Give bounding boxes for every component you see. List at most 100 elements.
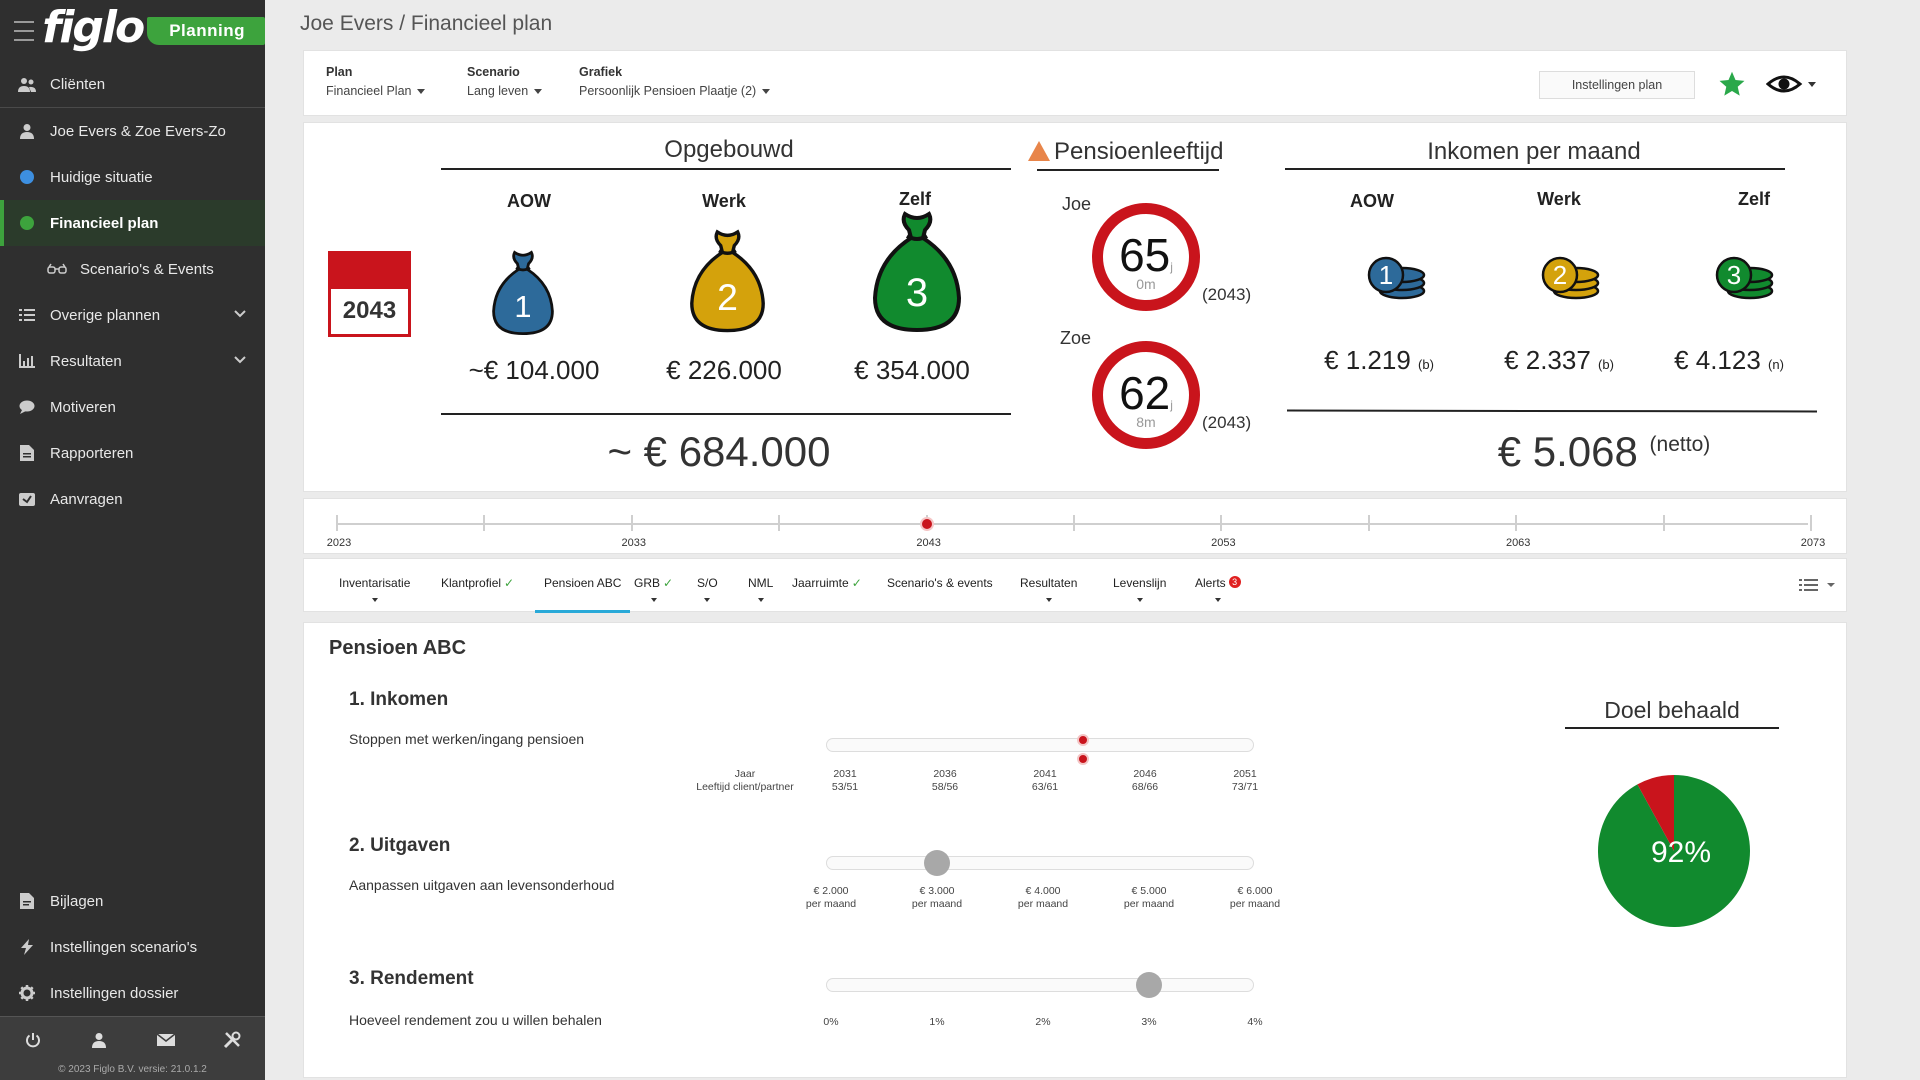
grafiek-selector[interactable]: Grafiek Persoonlijk Pensioen Plaatje (2) xyxy=(579,65,771,98)
inkomen-total: € 5.068 (netto) xyxy=(1497,428,1711,475)
tab-alerts[interactable]: Alerts 3 xyxy=(1195,576,1241,602)
chart-icon xyxy=(16,352,38,370)
inkomen-heading: 1. Inkomen xyxy=(349,689,449,710)
rendement-tick-label: 4% xyxy=(1247,1016,1263,1028)
mail-icon[interactable] xyxy=(154,1028,178,1052)
sidebar-item-motiveren[interactable]: Motiveren xyxy=(0,384,265,430)
rendement-tick-label: 0% xyxy=(823,1016,839,1028)
uitgaven-heading: 2. Uitgaven xyxy=(349,835,451,856)
hamburger-menu-icon[interactable] xyxy=(14,21,35,41)
copyright: © 2023 Figlo B.V. versie: 21.0.1.2 xyxy=(0,1062,265,1080)
tab-pensioen-abc[interactable]: Pensioen ABC xyxy=(534,576,631,613)
caret-down-icon xyxy=(762,89,771,95)
chevron-down-icon[interactable] xyxy=(233,352,247,369)
year-timeline[interactable]: 2023 2033 2043 2053 2063 2073 xyxy=(303,498,1847,554)
rendement-slider-handle[interactable] xyxy=(1136,972,1162,998)
age-months: 8m xyxy=(1136,414,1156,430)
tab-jaarruimte[interactable]: Jaarruimte ✓ xyxy=(792,576,862,590)
grafiek-dropdown[interactable]: Persoonlijk Pensioen Plaatje (2) xyxy=(579,84,771,98)
tab-inventarisatie[interactable]: Inventarisatie xyxy=(339,576,410,602)
uitgaven-tick-label: € 2.000 per maand xyxy=(805,885,857,910)
uitgaven-slider-handle[interactable] xyxy=(924,850,950,876)
power-icon[interactable] xyxy=(21,1028,45,1052)
inkomen-werk-label: Werk xyxy=(1537,189,1581,209)
timeline-year-label[interactable]: 2063 xyxy=(1505,537,1531,549)
warning-triangle-icon[interactable] xyxy=(1027,140,1051,167)
person-joe-year: (2043) xyxy=(1202,285,1252,304)
eye-visibility-icon[interactable] xyxy=(1765,72,1818,101)
tools-icon[interactable] xyxy=(220,1028,244,1052)
uitgaven-description: Aanpassen uitgaven aan levensonderhoud xyxy=(349,877,615,893)
sidebar-item-instellingen-scenarios[interactable]: Instellingen scenario's xyxy=(0,924,265,970)
attachment-icon xyxy=(16,892,38,910)
sidebar-header: figlo Planning xyxy=(0,0,265,62)
sidebar-item-label: Bijlagen xyxy=(50,892,104,910)
scenario-selector[interactable]: Scenario Lang leven xyxy=(467,65,543,98)
settings-plan-button[interactable]: Instellingen plan xyxy=(1539,71,1695,99)
sidebar-item-client-dossier[interactable]: Joe Evers & Zoe Evers-Zo xyxy=(0,108,265,154)
opgebouwd-total: ~ € 684.000 xyxy=(607,428,831,475)
sidebar-item-rapporteren[interactable]: Rapporteren xyxy=(0,430,265,476)
plan-dropdown[interactable]: Financieel Plan xyxy=(326,84,426,98)
age-months: 0m xyxy=(1136,276,1156,292)
tab-grb[interactable]: GRB ✓ xyxy=(634,576,673,602)
list-options-icon[interactable] xyxy=(1799,577,1837,598)
plan-selector[interactable]: Plan Financieel Plan xyxy=(326,65,426,98)
opgebouwd-zelf-amount: € 354.000 xyxy=(854,355,970,385)
inkomen-slider-track[interactable] xyxy=(826,738,1254,752)
inkomen-slider-client-handle[interactable] xyxy=(1077,734,1089,746)
timeline-selected-marker[interactable] xyxy=(919,517,934,531)
gear-icon xyxy=(16,984,38,1002)
year-calendar: 2043 xyxy=(328,251,411,337)
timeline-tick xyxy=(483,515,486,531)
calendar-year: 2043 xyxy=(342,297,397,324)
rendement-tick-label: 1% xyxy=(929,1016,945,1028)
sidebar-item-huidige-situatie[interactable]: Huidige situatie xyxy=(0,154,265,200)
inkomen-tick-label: 2046 68/66 xyxy=(1131,768,1159,793)
tab-scenarios-events[interactable]: Scenario's & events xyxy=(887,576,993,590)
sidebar-item-resultaten[interactable]: Resultaten xyxy=(0,338,265,384)
person-zoe-year: (2043) xyxy=(1202,413,1252,432)
tab-nml[interactable]: NML xyxy=(748,576,773,602)
inkomen-description: Stoppen met werken/ingang pensioen xyxy=(349,731,585,747)
rendement-slider-track[interactable] xyxy=(826,978,1254,992)
tab-klantprofiel[interactable]: Klantprofiel ✓ xyxy=(441,576,515,590)
document-icon xyxy=(16,444,38,462)
timeline-year-label[interactable]: 2033 xyxy=(621,537,647,549)
opgebouwd-werk-label: Werk xyxy=(702,191,746,211)
age-years: 65 xyxy=(1119,229,1171,281)
sidebar-item-scenarios-events[interactable]: Scenario's & Events xyxy=(0,246,265,292)
plan-toolbar: Plan Financieel Plan Scenario Lang leven… xyxy=(303,50,1847,116)
tab-levenslijn[interactable]: Levenslijn xyxy=(1113,576,1166,602)
sidebar-item-instellingen-dossier[interactable]: Instellingen dossier xyxy=(0,970,265,1016)
age-sign-zoe: 62j 8m xyxy=(1092,341,1200,449)
timeline-year-label[interactable]: 2023 xyxy=(326,537,352,549)
inkomen-slider-partner-handle[interactable] xyxy=(1077,753,1089,765)
sidebar-item-financieel-plan[interactable]: Financieel plan xyxy=(0,200,265,246)
timeline-year-label[interactable]: 2073 xyxy=(1800,537,1826,549)
scenario-dropdown[interactable]: Lang leven xyxy=(467,84,543,98)
user-icon[interactable] xyxy=(87,1028,111,1052)
sidebar-item-label: Instellingen dossier xyxy=(50,984,179,1002)
uitgaven-slider-track[interactable] xyxy=(826,856,1254,870)
sidebar-footer-toolbar xyxy=(0,1016,265,1062)
timeline-year-label[interactable]: 2053 xyxy=(1211,537,1236,549)
chevron-down-icon[interactable] xyxy=(233,306,247,323)
timeline-tick xyxy=(336,515,338,531)
tab-resultaten[interactable]: Resultaten xyxy=(1020,576,1077,602)
doel-behaald-title: Doel behaald xyxy=(1604,697,1740,723)
inkomen-aow-amount: € 1.219 (b) xyxy=(1324,345,1434,375)
timeline-tick xyxy=(1220,515,1223,531)
sidebar-item-overige-plannen[interactable]: Overige plannen xyxy=(0,292,265,338)
planning-badge: Planning xyxy=(147,17,265,45)
sidebar-item-bijlagen[interactable]: Bijlagen xyxy=(0,878,265,924)
sidebar-item-clienten[interactable]: Cliënten xyxy=(0,62,265,108)
favorite-star-icon[interactable] xyxy=(1718,70,1746,103)
person-zoe-name: Zoe xyxy=(1060,328,1092,348)
money-bag-zelf-icon: 3 xyxy=(867,208,967,333)
sidebar-item-aanvragen[interactable]: Aanvragen xyxy=(0,476,265,522)
tab-s-o[interactable]: S/O xyxy=(697,576,718,602)
timeline-tick xyxy=(1367,515,1370,531)
grafiek-label: Grafiek xyxy=(579,65,623,79)
timeline-year-label[interactable]: 2043 xyxy=(916,537,941,549)
